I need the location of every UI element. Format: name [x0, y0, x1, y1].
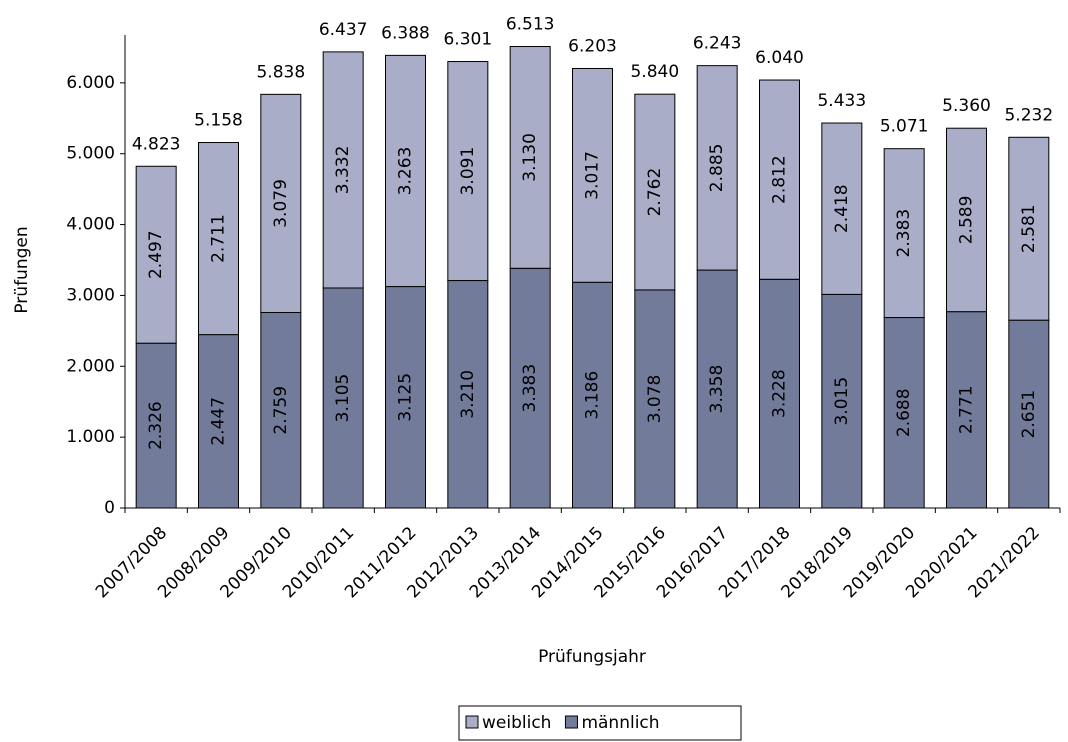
bar-segment — [883, 317, 925, 509]
segment-label: 2.688 — [894, 388, 914, 437]
total-label: 6.388 — [381, 23, 430, 43]
segment-label: 3.091 — [458, 147, 478, 196]
y-tick-label: 2.000 — [66, 356, 115, 376]
bar-segment — [634, 93, 676, 291]
segment-label: 2.812 — [770, 155, 790, 204]
bar-segment — [322, 51, 364, 289]
legend-box — [458, 705, 742, 741]
bar-segment — [1008, 136, 1050, 321]
segment-label: 3.228 — [770, 369, 790, 418]
total-label: 5.071 — [880, 117, 929, 137]
segment-label: 3.383 — [520, 364, 540, 413]
bar-segment — [759, 278, 800, 509]
bar-segment — [572, 67, 613, 283]
segment-label: 2.497 — [146, 230, 166, 279]
segment-label: 2.589 — [957, 196, 977, 245]
legend-label: weiblich — [482, 713, 551, 733]
segment-label: 2.326 — [146, 401, 166, 450]
segment-label: 3.017 — [583, 151, 603, 200]
segment-label: 2.581 — [1019, 204, 1039, 253]
segment-label: 3.125 — [396, 373, 416, 422]
segment-label: 3.210 — [458, 370, 478, 419]
y-tick-label: 0 — [104, 498, 115, 518]
bar-segment — [385, 286, 426, 509]
segment-label: 3.186 — [583, 371, 603, 420]
total-label: 6.243 — [693, 34, 742, 54]
y-tick-label: 3.000 — [66, 285, 115, 305]
segment-label: 2.447 — [209, 397, 229, 446]
segment-label: 2.418 — [832, 184, 852, 233]
bar-segment — [509, 46, 551, 269]
total-label: 6.513 — [506, 15, 555, 35]
bar-segment — [260, 93, 302, 314]
total-label: 6.040 — [755, 48, 804, 68]
bar-segment — [946, 127, 987, 313]
segment-label: 2.651 — [1019, 390, 1039, 439]
segment-label: 3.078 — [645, 375, 665, 424]
bar-segment — [385, 54, 426, 288]
segment-label: 2.762 — [645, 168, 665, 217]
total-label: 5.232 — [1004, 105, 1053, 125]
bar-segment — [447, 280, 489, 509]
bar-segment — [572, 281, 613, 509]
y-tick-label: 6.000 — [66, 73, 115, 93]
bar-segment — [509, 267, 551, 509]
bar-segment — [696, 269, 738, 509]
x-axis-title: Prüfungsjahr — [538, 647, 646, 667]
segment-label: 3.263 — [396, 147, 416, 196]
segment-label: 3.105 — [333, 374, 353, 423]
bar-segment — [447, 61, 489, 282]
segment-label: 3.130 — [520, 133, 540, 182]
segment-label: 2.759 — [271, 386, 291, 435]
total-label: 6.203 — [568, 36, 617, 56]
bar-segment — [759, 79, 800, 280]
total-label: 4.823 — [132, 134, 181, 154]
segment-label: 3.015 — [832, 377, 852, 426]
segment-label: 2.711 — [209, 214, 229, 263]
legend-swatch — [564, 715, 578, 729]
total-label: 6.301 — [443, 30, 492, 50]
total-label: 5.158 — [194, 111, 243, 131]
segment-label: 3.358 — [707, 365, 727, 414]
bar-segment — [696, 65, 738, 271]
legend-label: männlich — [581, 713, 659, 733]
y-tick-label: 4.000 — [66, 215, 115, 235]
bar-segment — [946, 311, 987, 509]
bar-segment — [883, 148, 925, 319]
segment-label: 2.885 — [707, 144, 727, 193]
y-tick-label: 1.000 — [66, 427, 115, 447]
total-label: 5.840 — [630, 62, 679, 82]
bar-segment — [198, 142, 239, 336]
total-label: 6.437 — [319, 20, 368, 40]
bar-segment — [135, 165, 177, 344]
segment-label: 2.771 — [957, 385, 977, 434]
total-label: 5.433 — [817, 91, 866, 111]
bar-segment — [260, 312, 302, 509]
segment-label: 2.383 — [894, 209, 914, 258]
legend-swatch — [465, 715, 479, 729]
bar-segment — [821, 122, 863, 295]
bar-segment — [821, 293, 863, 509]
segment-label: 3.332 — [333, 146, 353, 195]
total-label: 5.360 — [942, 96, 991, 116]
y-tick-label: 5.000 — [66, 144, 115, 164]
segment-label: 3.079 — [271, 179, 291, 228]
total-label: 5.838 — [256, 62, 305, 82]
y-axis-title: Prüfungen — [12, 226, 32, 313]
